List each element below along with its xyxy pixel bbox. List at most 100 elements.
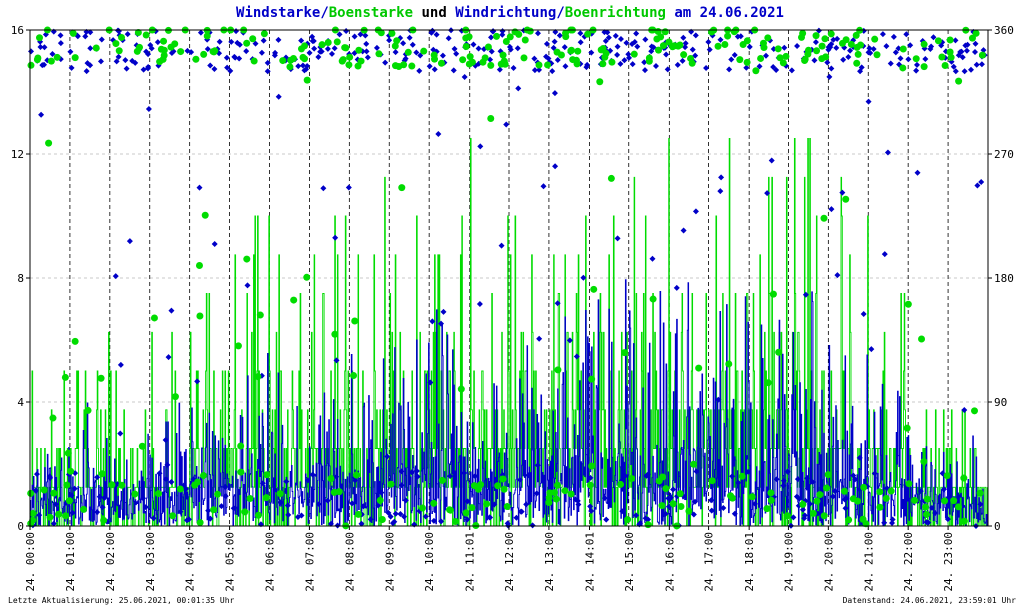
wind-direction-point [234, 39, 241, 46]
wind-direction-point [708, 497, 715, 504]
gust-direction-point [934, 37, 942, 45]
gust-direction-point [727, 492, 735, 500]
wind-direction-point [717, 188, 724, 195]
wind-direction-point [258, 49, 265, 56]
gust-direction-point [214, 490, 222, 498]
wind-direction-point [549, 68, 556, 75]
gust-direction-point [27, 489, 35, 497]
wind-direction-point [409, 41, 416, 48]
gust-direction-point [249, 35, 257, 43]
gust-direction-point [404, 48, 412, 56]
wind-direction-point [422, 513, 429, 520]
gust-direction-point [769, 290, 777, 298]
gust-direction-point [521, 36, 529, 44]
gust-direction-point [645, 57, 653, 65]
gust-direction-point [873, 51, 881, 59]
gust-direction-point [946, 36, 954, 44]
x-tick-label: 24. 06:00 [264, 532, 277, 592]
gust-direction-point [824, 471, 832, 479]
wind-direction-point [352, 477, 359, 484]
gust-direction-point [677, 502, 685, 510]
wind-direction-point [617, 60, 624, 67]
wind-direction-point [857, 68, 864, 75]
wind-direction-point [205, 507, 212, 514]
gust-direction-point [738, 472, 746, 480]
wind-direction-point [682, 40, 689, 47]
wind-direction-point [829, 493, 836, 500]
wind-direction-point [583, 64, 590, 71]
x-tick-label: 24. 04:00 [184, 532, 197, 592]
y-left-tick-label: 4 [17, 396, 24, 409]
gust-direction-point [526, 27, 534, 35]
wind-direction-point [625, 51, 632, 58]
wind-direction-point [972, 48, 979, 55]
gust-direction-point [812, 32, 820, 40]
wind-direction-point [510, 64, 517, 71]
wind-direction-point [453, 50, 460, 57]
wind-direction-point [523, 501, 530, 508]
title-part: / [556, 5, 564, 21]
wind-direction-point [309, 37, 316, 44]
title-part: Windrichtung [455, 5, 556, 21]
gust-direction-point [465, 33, 473, 41]
wind-direction-point [682, 44, 689, 51]
gust-direction-point [177, 48, 185, 56]
wind-direction-point [642, 67, 649, 74]
gust-direction-point [241, 508, 249, 516]
wind-direction-point [87, 29, 94, 36]
wind-direction-point [629, 61, 636, 68]
gust-direction-point [764, 34, 772, 42]
wind-direction-point [773, 67, 780, 74]
gust-direction-point [118, 481, 126, 489]
gust-direction-point [276, 490, 284, 498]
gust-direction-point [437, 59, 445, 67]
wind-direction-point [665, 495, 672, 502]
wind-direction-point [470, 41, 477, 48]
gust-direction-point [972, 29, 980, 37]
wind-speed-line [30, 279, 988, 527]
gust-direction-point [903, 424, 911, 432]
gust-direction-point [355, 46, 363, 54]
wind-direction-point [664, 66, 671, 73]
wind-direction-point [642, 36, 649, 43]
x-tick-label: 24. 15:00 [623, 532, 636, 592]
wind-direction-point [796, 495, 803, 502]
wind-direction-point [980, 47, 987, 54]
wind-direction-point [204, 46, 211, 53]
wind-direction-point [914, 169, 921, 176]
gust-direction-point [29, 516, 37, 524]
gust-direction-point [479, 58, 487, 66]
wind-direction-point [402, 497, 409, 504]
wind-direction-point [617, 36, 624, 43]
gust-direction-point [118, 33, 126, 41]
gust-direction-point [465, 60, 473, 68]
gust-direction-point [50, 489, 58, 497]
x-tick-label: 24. 07:00 [303, 532, 316, 592]
wind-direction-point [662, 510, 669, 517]
gust-direction-point [813, 47, 821, 55]
gust-direction-point [662, 485, 670, 493]
wind-direction-point [113, 58, 120, 65]
gust-direction-point [586, 481, 594, 489]
wind-direction-point [587, 503, 594, 510]
wind-direction-point [392, 510, 399, 517]
wind-direction-point [28, 48, 35, 55]
gust-direction-point [487, 115, 495, 123]
wind-direction-point [231, 53, 238, 60]
gust-direction-point [978, 51, 986, 59]
gust-direction-point [941, 62, 949, 70]
wind-direction-point [914, 61, 921, 68]
wind-direction-point [37, 43, 44, 50]
gust-direction-point [375, 50, 383, 58]
wind-direction-point [197, 29, 204, 36]
gust-direction-point [192, 55, 200, 63]
gust-direction-point [748, 493, 756, 501]
wind-direction-point [643, 472, 650, 479]
wind-direction-point [185, 516, 192, 523]
wind-direction-point [540, 183, 547, 190]
wind-direction-point [46, 473, 53, 480]
wind-direction-point [870, 45, 877, 52]
gust-direction-point [553, 48, 561, 56]
gust-direction-point [724, 32, 732, 40]
wind-direction-point [928, 504, 935, 511]
